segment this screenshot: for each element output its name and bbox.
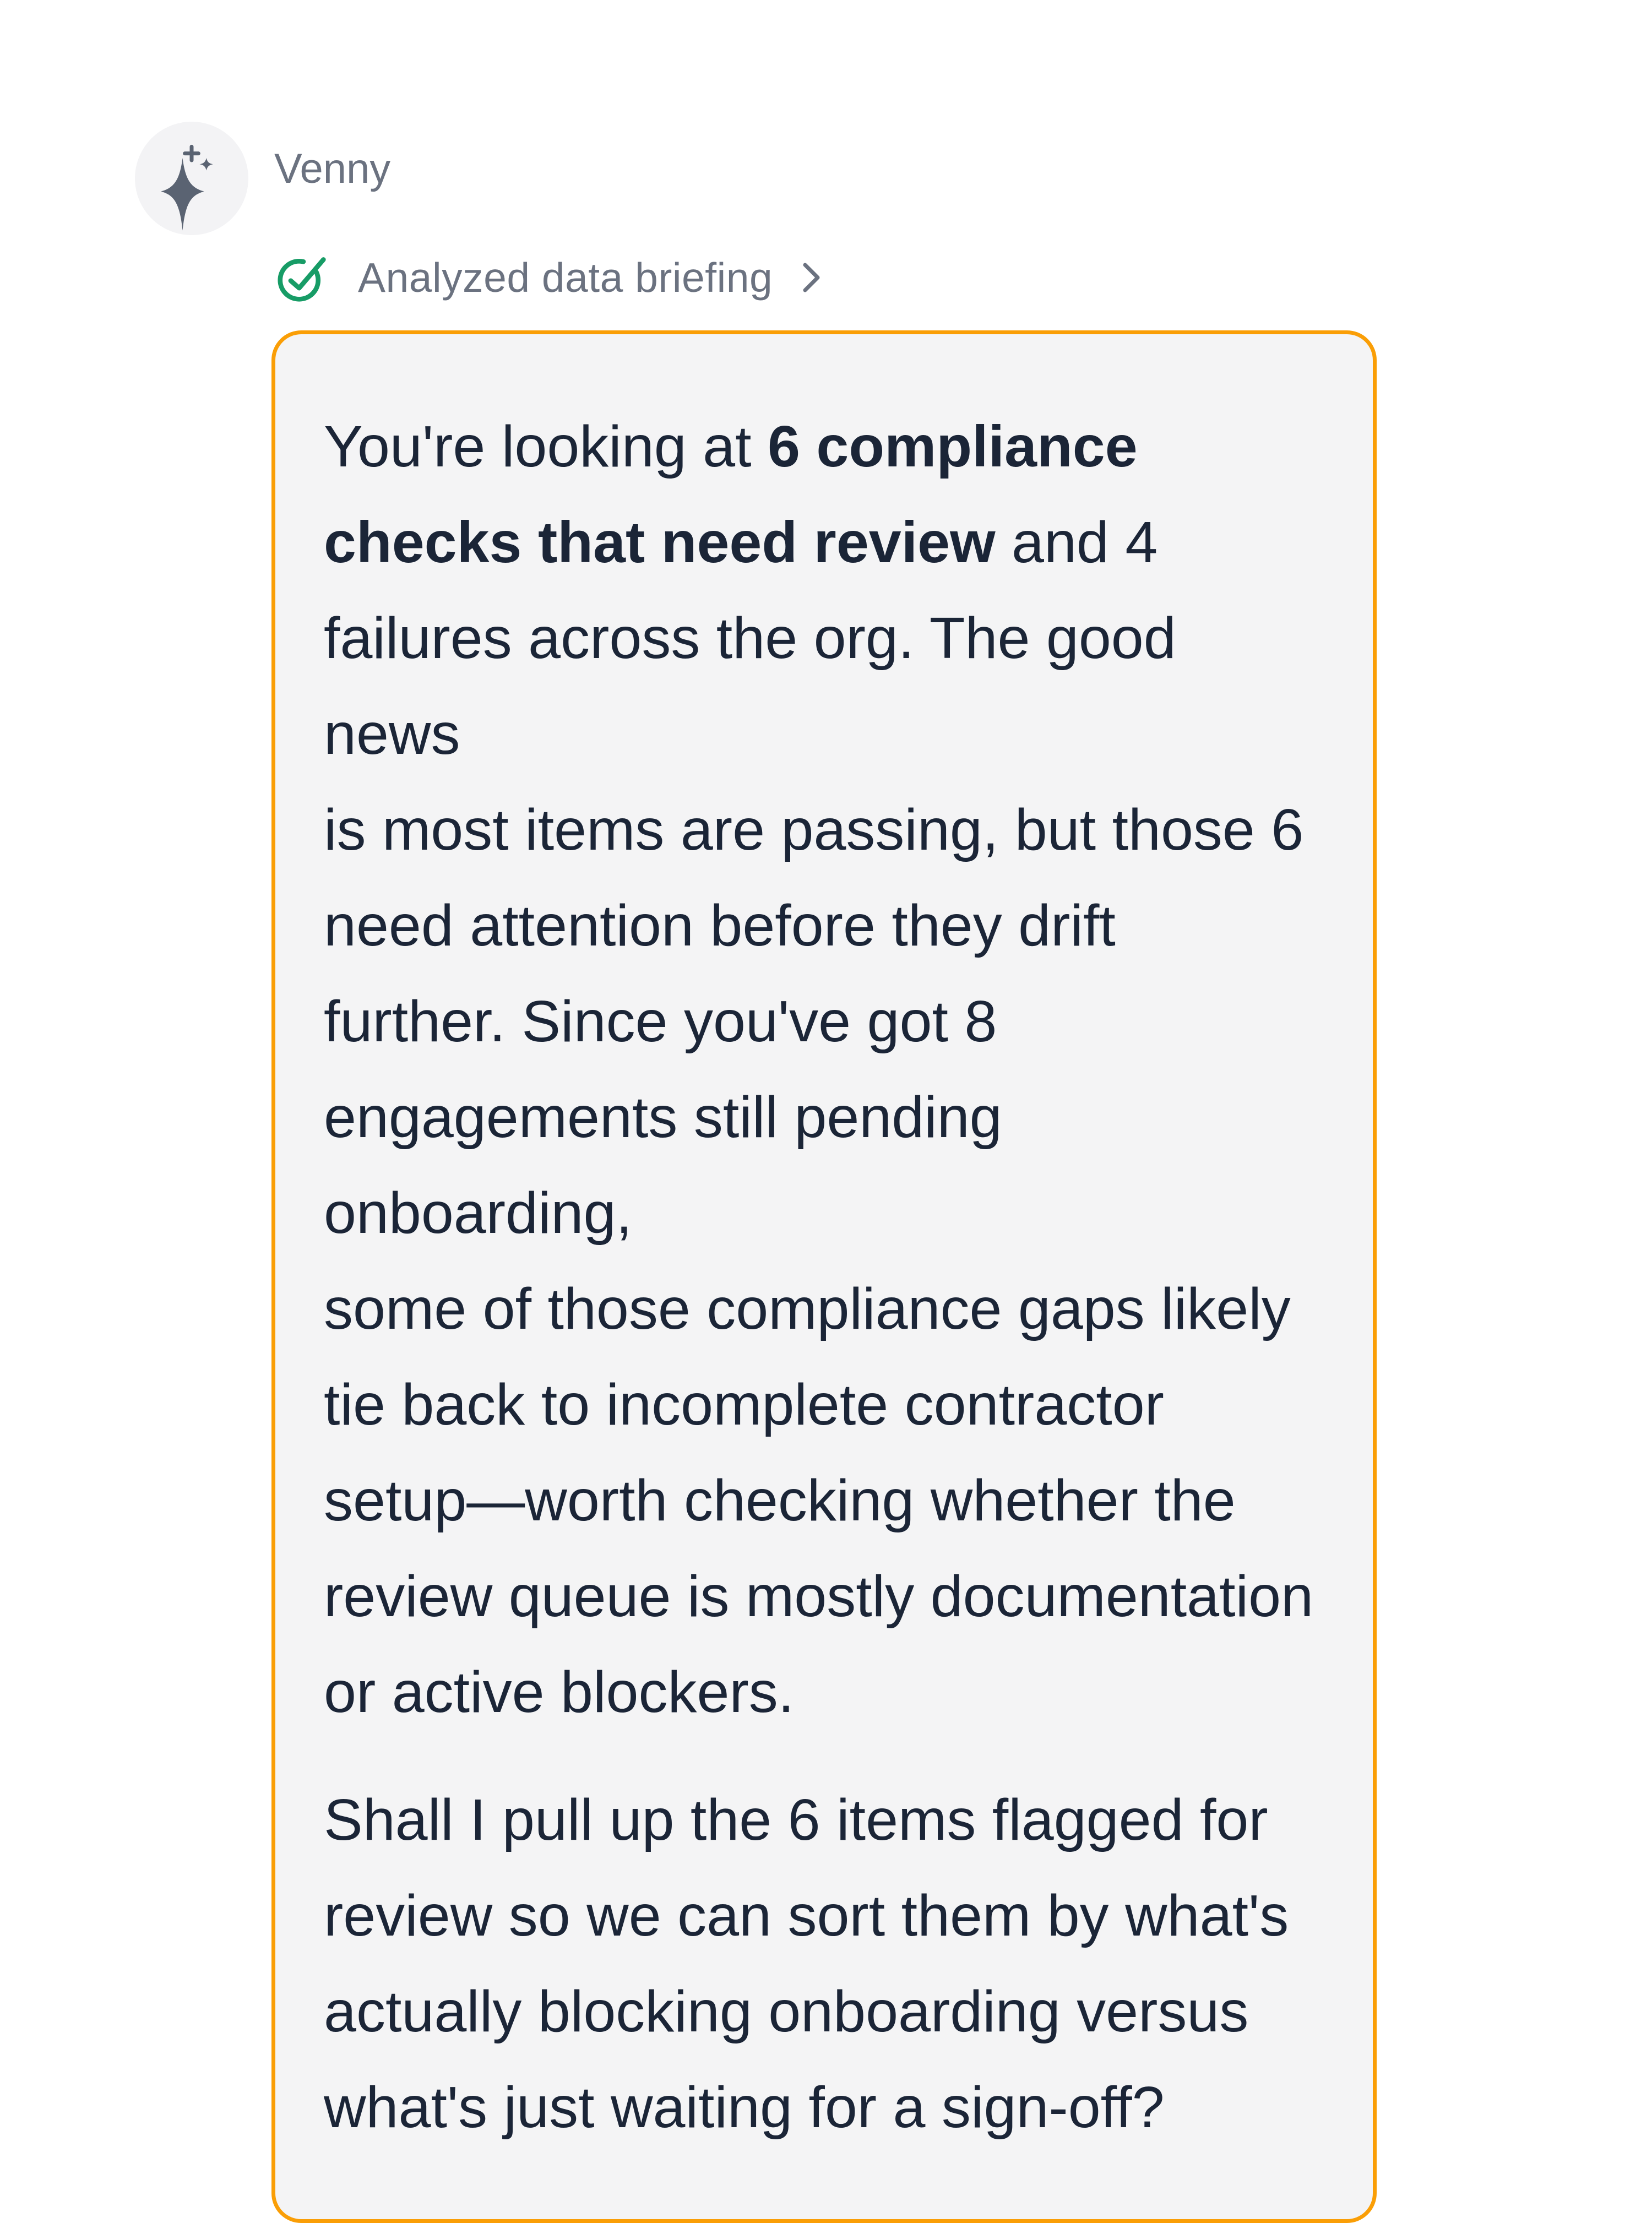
message-bold-highlight: 6 compliance checks that need review	[324, 414, 1138, 575]
tool-status-row[interactable]: Analyzed data briefing	[277, 252, 820, 303]
message-text-segment: You're looking at	[324, 414, 768, 479]
chevron-right-icon[interactable]	[803, 263, 820, 292]
message-paragraph: Shall I pull up the 6 items flagged for …	[324, 1787, 1289, 2140]
assistant-name: Venny	[274, 145, 391, 192]
assistant-avatar	[135, 122, 248, 235]
message-text-segment: and 4 failures across the org. The good …	[324, 510, 1314, 1725]
message-paragraph: You're looking at 6 compliance checks th…	[324, 399, 1323, 1740]
check-circle-icon	[278, 257, 326, 302]
assistant-message-bubble: You're looking at 6 compliance checks th…	[271, 330, 1377, 2223]
tool-status-label: Analyzed data briefing	[358, 254, 773, 301]
sparkles-icon	[161, 144, 214, 231]
